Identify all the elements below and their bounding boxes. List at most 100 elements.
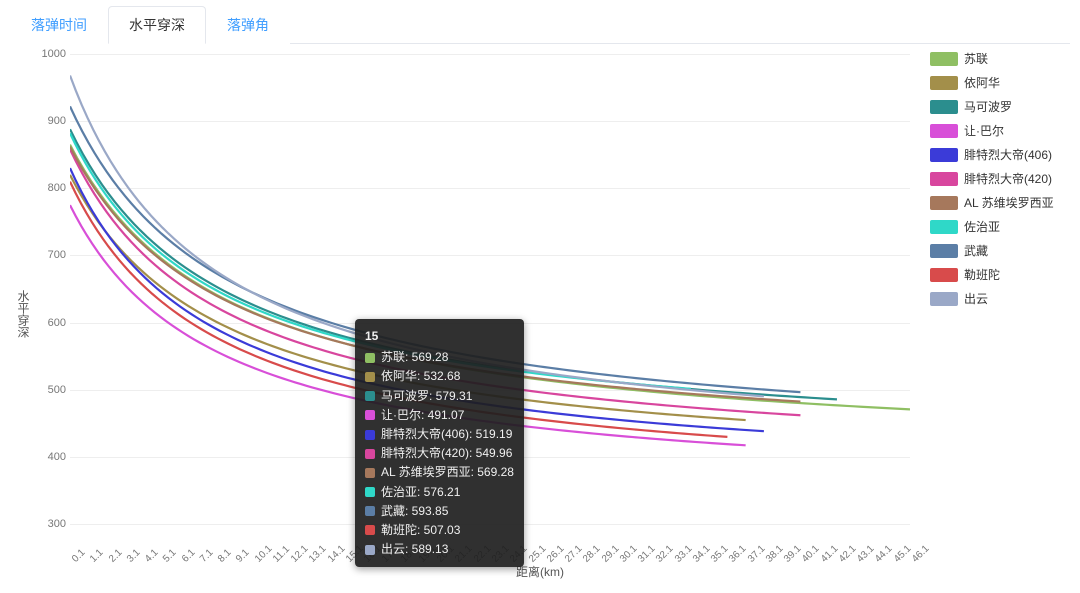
legend-label: AL 苏维埃罗西亚 [964,194,1054,211]
legend-item[interactable]: 腓特烈大帝(406) [930,146,1070,163]
legend-swatch [930,268,958,282]
legend-item[interactable]: 佐治亚 [930,218,1070,235]
y-tick-label: 300 [30,518,66,530]
x-tick-label: 21.1 [453,543,475,565]
x-tick-label: 22.1 [472,543,494,565]
x-tick-label: 17.1 [380,543,402,565]
x-tick-label: 29.1 [600,543,622,565]
tooltip-swatch [365,525,375,535]
x-tick-label: 11.1 [271,544,292,565]
y-tick-label: 1000 [30,48,66,60]
x-tick-label: 1.1 [88,547,106,565]
series-line [70,147,800,402]
x-tick-label: 12.1 [289,543,311,565]
series-line [70,149,800,415]
y-gridline [70,524,910,525]
x-tick-label: 3.1 [125,547,143,565]
x-tick-label: 0.1 [70,547,88,565]
tab-fallang[interactable]: 落弹角 [206,6,290,44]
series-line [70,106,800,392]
x-tick-label: 8.1 [216,547,234,565]
x-tick-label: 34.1 [691,543,713,565]
x-tick-label: 40.1 [800,543,822,565]
x-tick-label: 9.1 [234,547,252,565]
x-tick-label: 24.1 [508,543,530,565]
x-tick-label: 4.1 [143,547,161,565]
x-tick-label: 19.1 [417,543,439,565]
x-tick-label: 13.1 [307,543,329,565]
x-tick-label: 43.1 [855,543,877,565]
x-tick-label: 37.1 [746,543,768,565]
series-line [70,75,764,396]
line-chart-svg [70,54,910,524]
x-tick-label: 27.1 [563,543,585,565]
legend-label: 佐治亚 [964,218,1000,235]
x-tick-label: 25.1 [527,543,549,565]
x-tick-label: 33.1 [673,543,695,565]
y-tick-label: 800 [30,182,66,194]
x-tick-label: 6.1 [180,547,198,565]
legend-item[interactable]: 依阿华 [930,74,1070,91]
legend-swatch [930,100,958,114]
series-line [70,182,727,437]
series-line [70,129,837,399]
tab-hpen[interactable]: 水平穿深 [108,6,206,44]
x-tick-label: 44.1 [873,543,895,565]
x-tick-label: 20.1 [435,543,457,565]
plot-region[interactable] [70,54,910,524]
legend-item[interactable]: AL 苏维埃罗西亚 [930,194,1070,211]
x-tick-label: 5.1 [161,547,179,565]
x-tick-label: 2.1 [107,547,125,565]
app-root: 落弹时间水平穿深落弹角 水平穿深 距离(km) 3004005006007008… [0,0,1080,593]
x-tick-label: 30.1 [618,543,640,565]
x-tick-label: 18.1 [399,543,421,565]
x-tick-label: 7.1 [198,547,216,565]
tab-falltime[interactable]: 落弹时间 [10,6,108,44]
legend-item[interactable]: 腓特烈大帝(420) [930,170,1070,187]
legend-label: 苏联 [964,50,988,67]
legend-swatch [930,76,958,90]
x-tick-label: 35.1 [709,543,731,565]
x-tick-label: 14.1 [326,543,348,565]
x-tick-label: 26.1 [545,543,567,565]
legend-item[interactable]: 出云 [930,290,1070,307]
x-tick-label: 31.1 [636,543,658,565]
x-tick-label: 15.1 [344,543,366,565]
legend-item[interactable]: 让·巴尔 [930,122,1070,139]
legend-label: 武藏 [964,242,988,259]
x-axis-label: 距离(km) [516,563,564,580]
legend-item[interactable]: 苏联 [930,50,1070,67]
legend-item[interactable]: 勒班陀 [930,266,1070,283]
legend-label: 勒班陀 [964,266,1000,283]
legend-label: 依阿华 [964,74,1000,91]
legend-label: 马可波罗 [964,98,1012,115]
legend: 苏联依阿华马可波罗让·巴尔腓特烈大帝(406) 腓特烈大帝(420) AL 苏维埃罗… [930,50,1070,314]
legend-swatch [930,196,958,210]
x-tick-label: 10.1 [253,543,275,565]
legend-swatch [930,52,958,66]
legend-swatch [930,172,958,186]
series-line [70,145,910,410]
legend-item[interactable]: 马可波罗 [930,98,1070,115]
y-axis-label: 水平穿深 [15,290,32,338]
legend-label: 腓特烈大帝(406) [964,146,1052,163]
y-tick-label: 500 [30,384,66,396]
x-tick-label: 38.1 [764,543,786,565]
tab-bar: 落弹时间水平穿深落弹角 [10,6,1070,44]
y-tick-label: 900 [30,115,66,127]
x-tick-label: 39.1 [782,543,804,565]
chart-area: 水平穿深 距离(km) 3004005006007008009001000 0.… [10,44,1070,584]
series-line [70,175,746,420]
x-tick-label: 32.1 [654,543,676,565]
y-tick-label: 400 [30,451,66,463]
x-tick-label: 16.1 [362,543,384,565]
legend-swatch [930,292,958,306]
legend-swatch [930,220,958,234]
legend-label: 腓特烈大帝(420) [964,170,1052,187]
legend-swatch [930,124,958,138]
legend-label: 出云 [964,290,988,307]
x-tick-label: 42.1 [837,543,859,565]
x-tick-label: 46.1 [910,543,932,565]
legend-item[interactable]: 武藏 [930,242,1070,259]
legend-swatch [930,148,958,162]
